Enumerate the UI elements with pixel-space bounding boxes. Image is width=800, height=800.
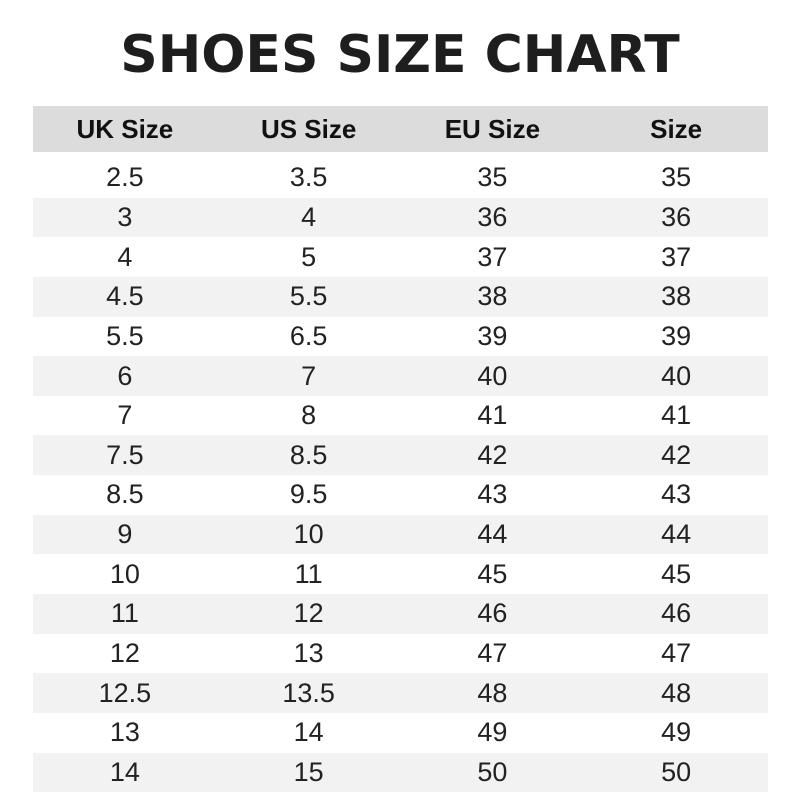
- cell-size: 35: [661, 162, 692, 193]
- cell-uk-size: 4: [117, 241, 133, 272]
- cell-uk-size: 13: [109, 717, 140, 748]
- cell-us-size: 6.5: [289, 320, 328, 351]
- cell-size: 41: [661, 400, 692, 431]
- cell-us-size: 9.5: [289, 479, 328, 510]
- cell-uk-size: 11: [110, 598, 139, 629]
- cell-eu-size: 42: [477, 439, 508, 470]
- cell-us-size: 13.5: [282, 677, 335, 708]
- table-row: 10 11 45 45: [33, 554, 768, 594]
- cell-uk-size: 2.5: [106, 162, 144, 193]
- cell-eu-size: 45: [477, 558, 508, 589]
- cell-uk-size: 14: [109, 756, 140, 787]
- cell-us-size: 3.5: [289, 162, 328, 193]
- cell-uk-size: 7: [117, 400, 133, 431]
- cell-eu-size: 40: [477, 360, 508, 391]
- cell-uk-size: 6: [117, 360, 133, 391]
- cell-uk-size: 12.5: [98, 677, 152, 708]
- cell-eu-size: 50: [477, 756, 508, 787]
- table-body: 2.5 3.5 35 35 3 4 36 36 4 5 37 37 4.5 5.5 38 38 5.5 6.5 39…: [33, 158, 768, 793]
- cell-size: 47: [661, 638, 692, 668]
- table-row: 3 4 36 36: [33, 197, 768, 238]
- cell-us-size: 10: [293, 519, 324, 550]
- cell-size: 50: [661, 756, 692, 787]
- table-row: 4.5 5.5 38 38: [33, 276, 768, 317]
- cell-eu-size: 44: [477, 519, 508, 550]
- cell-us-size: 14: [293, 717, 324, 748]
- table-row: 6 7 40 40: [33, 356, 768, 396]
- cell-size: 39: [661, 320, 692, 351]
- cell-uk-size: 7.5: [106, 439, 144, 470]
- cell-eu-size: 39: [477, 320, 508, 351]
- cell-uk-size: 9: [117, 519, 133, 550]
- page-title: SHOES SIZE CHART: [120, 25, 680, 85]
- cell-eu-size: 46: [477, 598, 508, 629]
- table-row: 8.5 9.5 43 43: [33, 475, 768, 515]
- table-row: 12 13 47 47: [33, 634, 768, 674]
- table-header: UK Size US Size EU Size Size: [33, 106, 768, 152]
- table-row: 9 10 44 44: [33, 514, 768, 555]
- table-row: 7 8 41 41: [33, 396, 768, 436]
- cell-us-size: 4: [301, 201, 317, 232]
- table-row: 4 5 37 37: [33, 237, 768, 277]
- cell-size: 45: [661, 558, 692, 589]
- header-size: Size: [650, 113, 703, 144]
- cell-uk-size: 5.5: [106, 320, 144, 351]
- cell-uk-size: 8.5: [106, 479, 144, 510]
- table-row: 12.5 13.5 48 48: [33, 673, 768, 713]
- size-table: UK Size US Size EU Size Size 2.5 3.5 35 35 3…: [33, 106, 768, 793]
- cell-us-size: 8.5: [289, 439, 328, 470]
- cell-us-size: 8: [301, 400, 317, 431]
- cell-uk-size: 4.5: [106, 281, 144, 312]
- cell-uk-size: 3: [117, 201, 133, 232]
- header-eu-size: EU Size: [444, 113, 541, 144]
- table-row: 14 15 50 50: [33, 752, 768, 793]
- cell-size: 49: [661, 717, 692, 748]
- cell-eu-size: 49: [477, 717, 508, 748]
- cell-size: 42: [661, 439, 692, 470]
- cell-eu-size: 41: [477, 400, 508, 431]
- cell-us-size: 12: [293, 598, 324, 629]
- cell-us-size: 15: [293, 756, 324, 787]
- cell-size: 37: [661, 241, 692, 272]
- cell-eu-size: 35: [477, 162, 508, 193]
- cell-us-size: 11: [294, 558, 323, 589]
- cell-uk-size: 10: [109, 558, 140, 589]
- cell-size: 38: [661, 281, 692, 312]
- cell-eu-size: 36: [477, 201, 508, 232]
- cell-eu-size: 38: [477, 281, 508, 312]
- cell-us-size: 7: [301, 360, 317, 391]
- cell-size: 48: [661, 677, 692, 708]
- table-row: 7.5 8.5 42 42: [33, 435, 768, 476]
- cell-size: 44: [661, 519, 692, 550]
- cell-size: 43: [661, 479, 692, 510]
- cell-us-size: 5.5: [289, 281, 328, 312]
- header-us-size: US Size: [260, 113, 357, 144]
- cell-size: 40: [661, 360, 692, 391]
- cell-size: 36: [661, 201, 692, 232]
- header-uk-size: UK Size: [76, 113, 174, 144]
- cell-uk-size: 12: [109, 638, 140, 668]
- table-row: 11 12 46 46: [33, 594, 768, 634]
- cell-eu-size: 37: [477, 241, 508, 272]
- cell-us-size: 13: [293, 638, 324, 668]
- cell-size: 46: [661, 598, 692, 629]
- cell-eu-size: 47: [477, 638, 508, 668]
- cell-eu-size: 43: [477, 479, 508, 510]
- table-row: 13 14 49 49: [33, 713, 768, 753]
- table-row: 2.5 3.5 35 35: [33, 158, 768, 198]
- table-row: 5.5 6.5 39 39: [33, 317, 768, 357]
- cell-us-size: 5: [301, 241, 317, 272]
- cell-eu-size: 48: [477, 677, 508, 708]
